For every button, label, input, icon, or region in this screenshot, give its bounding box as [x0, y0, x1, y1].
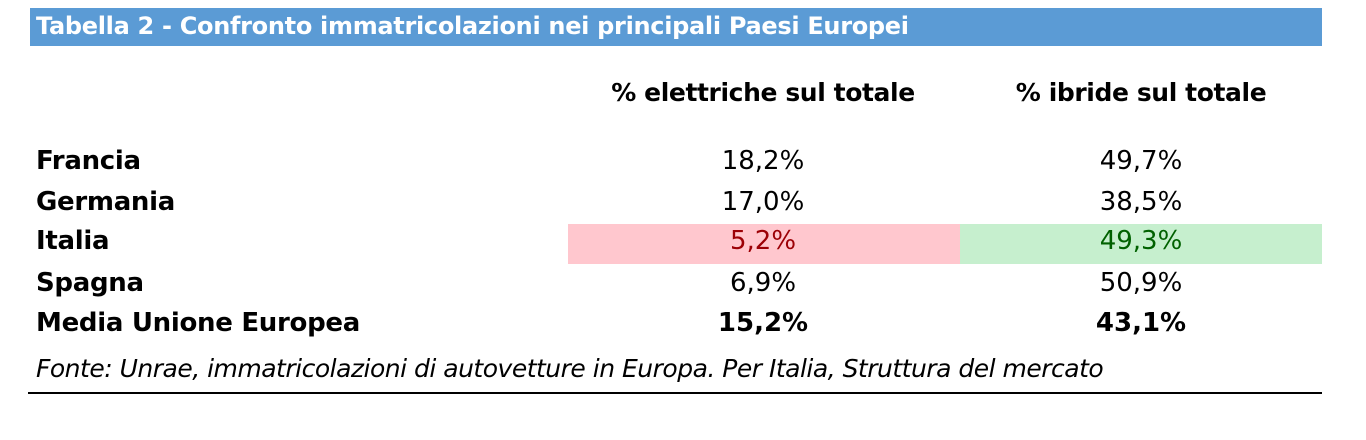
column-header-electric: % elettriche sul totale [611, 78, 915, 107]
table-row-germania: Germania 17,0% 38,5% [30, 183, 1322, 224]
bottom-rule [28, 392, 1322, 394]
row-label: Media Unione Europea [36, 308, 360, 338]
electric-share: 17,0% [721, 187, 805, 217]
table-row-italia: Italia 5,2% 49,3% [30, 222, 1322, 264]
electric-share: 15,2% [717, 308, 809, 338]
table-row-spagna: Spagna 6,9% 50,9% [30, 264, 1322, 305]
hybrid-share: 50,9% [1099, 268, 1183, 298]
row-label: Germania [36, 187, 176, 217]
table-title: Tabella 2 - Confronto immatricolazioni n… [36, 12, 909, 40]
row-label: Italia [36, 226, 110, 256]
electric-share: 5,2% [729, 226, 797, 256]
table-title-bar: Tabella 2 - Confronto immatricolazioni n… [30, 8, 1322, 46]
column-header-hybrid: % ibride sul totale [1015, 78, 1267, 107]
electric-share: 6,9% [729, 268, 797, 298]
hybrid-share: 38,5% [1099, 187, 1183, 217]
hybrid-share: 43,1% [1095, 308, 1187, 338]
hybrid-highlight-cell [960, 224, 1322, 264]
hybrid-share: 49,7% [1099, 146, 1183, 176]
hybrid-share: 49,3% [1099, 226, 1183, 256]
source-note: Fonte: Unrae, immatricolazioni di autove… [36, 354, 1104, 383]
electric-highlight-cell [568, 224, 960, 264]
electric-share: 18,2% [721, 146, 805, 176]
row-label: Spagna [36, 268, 144, 298]
table-row-media-ue: Media Unione Europea 15,2% 43,1% [30, 304, 1322, 345]
row-label: Francia [36, 146, 141, 176]
table-row-francia: Francia 18,2% 49,7% [30, 142, 1322, 183]
